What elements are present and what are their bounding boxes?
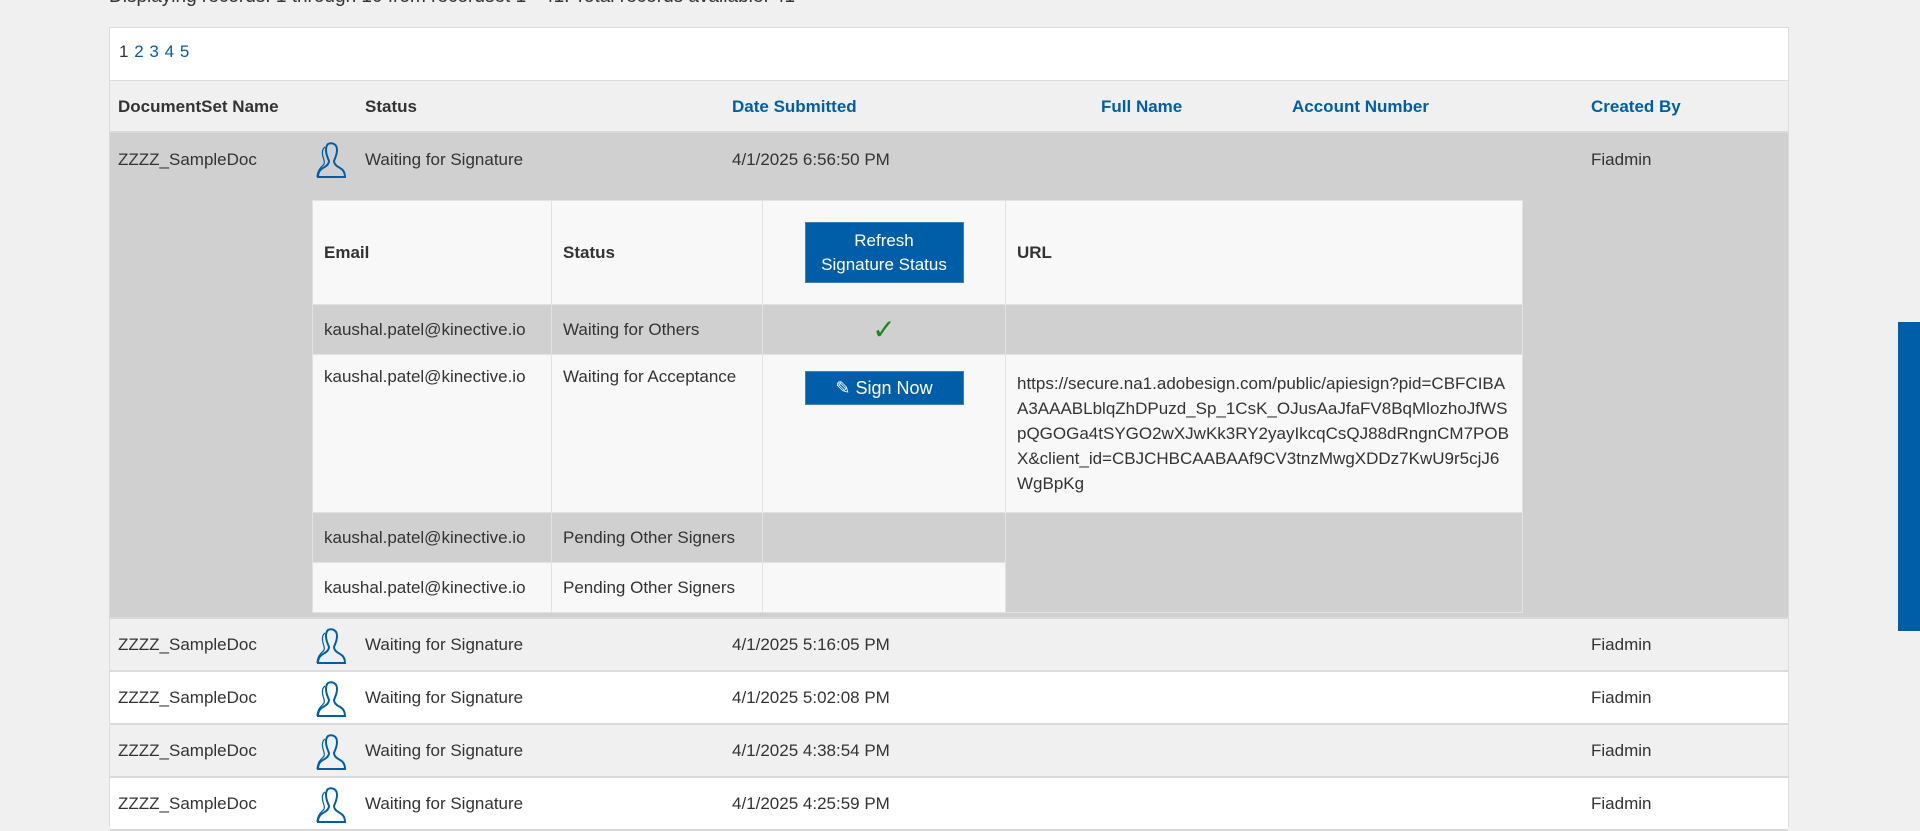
signers-table: Email Status Refresh Signature Status URL… bbox=[312, 200, 1523, 613]
signers-col-status: Status bbox=[551, 200, 763, 305]
docset-name: ZZZZ_SampleDoc bbox=[118, 635, 257, 654]
row-created-by: Fiadmin bbox=[1591, 741, 1652, 760]
page-1[interactable]: 1 bbox=[119, 42, 129, 61]
row-status: Waiting for Signature bbox=[365, 794, 524, 813]
row-status: Waiting for Signature bbox=[365, 741, 524, 760]
row-created-by: Fiadmin bbox=[1591, 635, 1652, 654]
signer-url[interactable]: https://secure.na1.adobesign.com/public/… bbox=[1005, 354, 1523, 513]
row-date: 4/1/2025 6:56:50 PM bbox=[732, 150, 890, 169]
row-date: 4/1/2025 4:25:59 PM bbox=[732, 794, 890, 813]
check-icon: ✓ bbox=[872, 314, 896, 345]
refresh-signature-status-button[interactable]: Refresh Signature Status bbox=[804, 222, 964, 283]
row-status: Waiting for Signature bbox=[365, 150, 524, 169]
signer-email: kaushal.patel@kinective.io bbox=[312, 512, 552, 563]
row-date: 4/1/2025 4:38:54 PM bbox=[732, 741, 890, 760]
records-info: Displaying records: 1 through 10 from re… bbox=[109, 0, 795, 8]
pagination: 1 2 3 4 5 bbox=[110, 28, 1788, 81]
page-3[interactable]: 3 bbox=[149, 42, 159, 61]
sign-now-label: Sign Now bbox=[855, 378, 933, 398]
docset-name: ZZZZ_SampleDoc bbox=[118, 741, 257, 760]
signer-status: Pending Other Signers bbox=[551, 562, 763, 613]
pen-icon: ✎ bbox=[835, 378, 851, 398]
table-row[interactable]: ZZZZ_SampleDoc Waiting for Signature 4/1… bbox=[110, 619, 1788, 672]
signers-toggle-icon[interactable] bbox=[312, 733, 352, 773]
col-status: Status bbox=[365, 97, 417, 116]
signer-row: kaushal.patel@kinective.io Pending Other… bbox=[312, 512, 1523, 613]
table-row[interactable]: ZZZZ_SampleDoc Waiting for Signature 4/1… bbox=[110, 725, 1788, 778]
page-2[interactable]: 2 bbox=[134, 42, 144, 61]
docset-name: ZZZZ_SampleDoc bbox=[118, 688, 257, 707]
signers-header: Email Status Refresh Signature Status URL bbox=[312, 200, 1523, 305]
row-date: 4/1/2025 5:02:08 PM bbox=[732, 688, 890, 707]
signer-status: Waiting for Acceptance bbox=[551, 354, 763, 513]
signer-row: kaushal.patel@kinective.io Pending Other… bbox=[312, 562, 1523, 613]
row-created-by: Fiadmin bbox=[1591, 688, 1652, 707]
table-header: DocumentSet Name Status Date Submitted F… bbox=[110, 81, 1788, 133]
docset-name: ZZZZ_SampleDoc bbox=[118, 794, 257, 813]
signers-toggle-icon[interactable] bbox=[312, 680, 352, 720]
page-5[interactable]: 5 bbox=[179, 42, 190, 61]
col-createdby-sort[interactable]: Created By bbox=[1591, 97, 1681, 116]
signers-toggle-icon[interactable] bbox=[312, 786, 352, 826]
signer-email: kaushal.patel@kinective.io bbox=[312, 304, 552, 355]
table-row-expanded[interactable]: ZZZZ_SampleDoc Waiting for Signature 4/1… bbox=[110, 133, 1788, 619]
signer-email: kaushal.patel@kinective.io bbox=[312, 562, 552, 613]
signers-toggle-icon[interactable] bbox=[312, 627, 352, 667]
signers-col-email: Email bbox=[312, 200, 552, 305]
col-name: DocumentSet Name bbox=[118, 97, 279, 116]
row-status: Waiting for Signature bbox=[365, 635, 524, 654]
col-fullname-sort[interactable]: Full Name bbox=[1101, 97, 1183, 116]
table-row[interactable]: ZZZZ_SampleDoc Waiting for Signature 4/1… bbox=[110, 778, 1788, 831]
signer-row: kaushal.patel@kinective.io Waiting for A… bbox=[312, 354, 1523, 513]
signer-status: Waiting for Others bbox=[551, 304, 763, 355]
signers-toggle-icon[interactable] bbox=[312, 141, 352, 181]
docset-name: ZZZZ_SampleDoc bbox=[118, 150, 257, 169]
table-row[interactable]: ZZZZ_SampleDoc Waiting for Signature 4/1… bbox=[110, 672, 1788, 725]
col-account-sort[interactable]: Account Number bbox=[1292, 97, 1429, 116]
sign-now-button[interactable]: ✎ Sign Now bbox=[804, 371, 964, 405]
signer-row: kaushal.patel@kinective.io Waiting for O… bbox=[312, 304, 1523, 355]
row-created-by: Fiadmin bbox=[1591, 794, 1652, 813]
scrollbar-thumb[interactable] bbox=[1898, 322, 1920, 631]
row-status: Waiting for Signature bbox=[365, 688, 524, 707]
results-panel: 1 2 3 4 5 DocumentSet Name Status Date S… bbox=[109, 27, 1789, 831]
row-created-by: Fiadmin bbox=[1591, 150, 1652, 169]
row-date: 4/1/2025 5:16:05 PM bbox=[732, 635, 890, 654]
signer-status: Pending Other Signers bbox=[551, 512, 763, 563]
col-date-sort[interactable]: Date Submitted bbox=[732, 97, 857, 116]
page-4[interactable]: 4 bbox=[164, 42, 175, 61]
signers-col-url: URL bbox=[1005, 200, 1523, 305]
signer-email: kaushal.patel@kinective.io bbox=[312, 354, 552, 513]
